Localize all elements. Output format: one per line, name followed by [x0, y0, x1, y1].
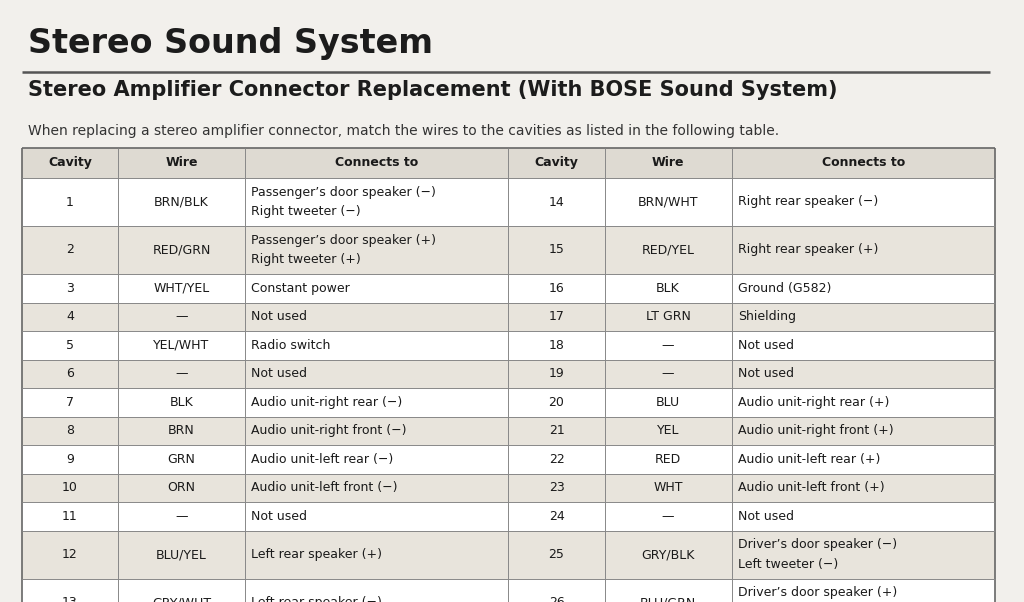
- Text: —: —: [175, 367, 187, 380]
- Text: —: —: [662, 339, 675, 352]
- Text: 12: 12: [62, 548, 78, 561]
- Text: 4: 4: [67, 310, 74, 323]
- Text: BRN: BRN: [168, 424, 195, 437]
- Bar: [22, 474, 995, 502]
- Text: 24: 24: [549, 510, 564, 523]
- Text: 6: 6: [67, 367, 74, 380]
- Text: Right rear speaker (+): Right rear speaker (+): [737, 243, 878, 256]
- Text: 5: 5: [66, 339, 74, 352]
- Bar: [22, 148, 995, 602]
- Text: 15: 15: [549, 243, 564, 256]
- Text: —: —: [175, 510, 187, 523]
- Text: Audio unit-right front (−): Audio unit-right front (−): [251, 424, 407, 437]
- Text: 22: 22: [549, 453, 564, 466]
- Text: 17: 17: [549, 310, 564, 323]
- Text: Left rear speaker (−): Left rear speaker (−): [251, 596, 382, 602]
- Text: 16: 16: [549, 282, 564, 295]
- Text: Audio unit-right rear (+): Audio unit-right rear (+): [737, 396, 889, 409]
- Text: RED/GRN: RED/GRN: [153, 243, 211, 256]
- Text: Connects to: Connects to: [821, 157, 905, 170]
- Text: YEL: YEL: [656, 424, 679, 437]
- Text: Right tweeter (−): Right tweeter (−): [251, 205, 360, 218]
- Text: 14: 14: [549, 196, 564, 208]
- Text: BLU/GRN: BLU/GRN: [640, 596, 696, 602]
- Text: 1: 1: [67, 196, 74, 208]
- Text: GRY/BLK: GRY/BLK: [641, 548, 694, 561]
- Text: Wire: Wire: [165, 157, 198, 170]
- Text: Right rear speaker (−): Right rear speaker (−): [737, 196, 878, 208]
- Text: WHT/YEL: WHT/YEL: [154, 282, 210, 295]
- Text: 9: 9: [67, 453, 74, 466]
- Text: Audio unit-left front (+): Audio unit-left front (+): [737, 481, 885, 494]
- Text: BRN/BLK: BRN/BLK: [155, 196, 209, 208]
- Text: ORN: ORN: [168, 481, 196, 494]
- Text: 18: 18: [549, 339, 564, 352]
- Text: 25: 25: [549, 548, 564, 561]
- Text: BLU/YEL: BLU/YEL: [156, 548, 207, 561]
- Text: 10: 10: [62, 481, 78, 494]
- Text: Stereo Amplifier Connector Replacement (With BOSE Sound System): Stereo Amplifier Connector Replacement (…: [28, 80, 838, 100]
- Text: GRN: GRN: [168, 453, 196, 466]
- Text: 3: 3: [67, 282, 74, 295]
- Text: 7: 7: [66, 396, 74, 409]
- Text: 2: 2: [67, 243, 74, 256]
- Text: Not used: Not used: [251, 310, 307, 323]
- Bar: [22, 359, 995, 388]
- Text: 26: 26: [549, 596, 564, 602]
- Text: —: —: [662, 367, 675, 380]
- Text: Audio unit-left front (−): Audio unit-left front (−): [251, 481, 397, 494]
- Text: —: —: [662, 510, 675, 523]
- Text: 13: 13: [62, 596, 78, 602]
- Text: Wire: Wire: [652, 157, 684, 170]
- Text: Left rear speaker (+): Left rear speaker (+): [251, 548, 382, 561]
- Text: Not used: Not used: [251, 367, 307, 380]
- Text: Passenger’s door speaker (+): Passenger’s door speaker (+): [251, 234, 436, 247]
- Text: Audio unit-left rear (−): Audio unit-left rear (−): [251, 453, 393, 466]
- Bar: [22, 302, 995, 331]
- Bar: [22, 417, 995, 445]
- Text: Audio unit-left rear (+): Audio unit-left rear (+): [737, 453, 880, 466]
- Text: BLU: BLU: [656, 396, 680, 409]
- Bar: [22, 226, 995, 274]
- Text: Right tweeter (+): Right tweeter (+): [251, 253, 360, 266]
- Text: RED/YEL: RED/YEL: [642, 243, 694, 256]
- Text: Connects to: Connects to: [335, 157, 419, 170]
- Text: Not used: Not used: [737, 367, 794, 380]
- Text: 11: 11: [62, 510, 78, 523]
- Bar: [22, 530, 995, 579]
- Text: YEL/WHT: YEL/WHT: [154, 339, 210, 352]
- Text: Radio switch: Radio switch: [251, 339, 331, 352]
- Text: 19: 19: [549, 367, 564, 380]
- Text: When replacing a stereo amplifier connector, match the wires to the cavities as : When replacing a stereo amplifier connec…: [28, 124, 779, 138]
- Text: —: —: [175, 310, 187, 323]
- Text: BRN/WHT: BRN/WHT: [638, 196, 698, 208]
- Text: Cavity: Cavity: [48, 157, 92, 170]
- Text: 8: 8: [66, 424, 74, 437]
- Text: BLK: BLK: [656, 282, 680, 295]
- Text: Shielding: Shielding: [737, 310, 796, 323]
- Text: GRY/WHT: GRY/WHT: [152, 596, 211, 602]
- Text: Audio unit-right front (+): Audio unit-right front (+): [737, 424, 893, 437]
- Text: Left tweeter (−): Left tweeter (−): [737, 557, 838, 571]
- Text: Driver’s door speaker (−): Driver’s door speaker (−): [737, 538, 897, 551]
- Text: Cavity: Cavity: [535, 157, 579, 170]
- Text: Constant power: Constant power: [251, 282, 350, 295]
- Text: Stereo Sound System: Stereo Sound System: [28, 27, 433, 60]
- Text: 23: 23: [549, 481, 564, 494]
- Text: LT GRN: LT GRN: [646, 310, 690, 323]
- Text: Audio unit-right rear (−): Audio unit-right rear (−): [251, 396, 402, 409]
- Text: BLK: BLK: [170, 396, 194, 409]
- Text: Passenger’s door speaker (−): Passenger’s door speaker (−): [251, 186, 436, 199]
- Bar: [22, 148, 995, 178]
- Text: Driver’s door speaker (+): Driver’s door speaker (+): [737, 586, 897, 600]
- Text: WHT: WHT: [653, 481, 683, 494]
- Text: Not used: Not used: [737, 339, 794, 352]
- Text: Not used: Not used: [737, 510, 794, 523]
- Text: RED: RED: [655, 453, 681, 466]
- Text: Ground (G582): Ground (G582): [737, 282, 831, 295]
- Text: 21: 21: [549, 424, 564, 437]
- Text: 20: 20: [549, 396, 564, 409]
- Text: Not used: Not used: [251, 510, 307, 523]
